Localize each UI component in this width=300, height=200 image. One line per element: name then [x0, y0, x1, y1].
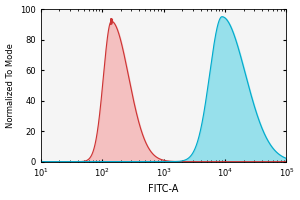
X-axis label: FITC-A: FITC-A [148, 184, 179, 194]
Y-axis label: Normalized To Mode: Normalized To Mode [6, 43, 15, 128]
